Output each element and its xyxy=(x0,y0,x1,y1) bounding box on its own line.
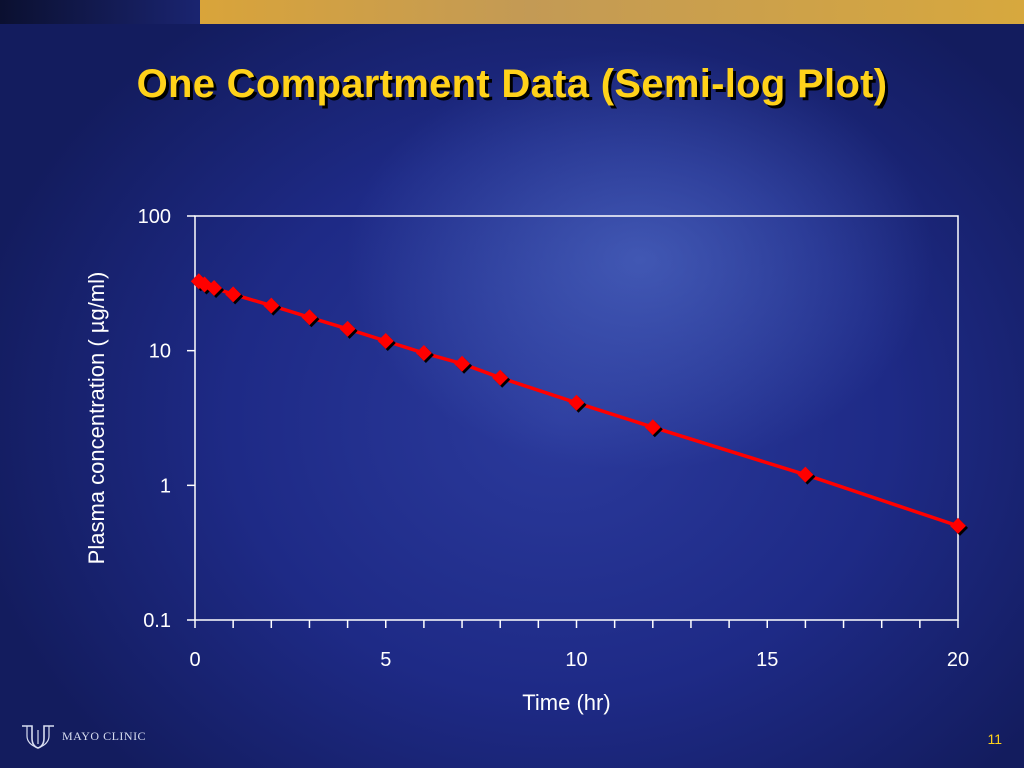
mayo-shield-icon xyxy=(22,725,54,749)
y-tick-label: 0.1 xyxy=(143,610,171,632)
data-point xyxy=(339,320,356,337)
data-point xyxy=(377,332,394,349)
x-tick-label: 20 xyxy=(947,649,969,671)
data-point xyxy=(263,297,280,314)
x-tick-label: 5 xyxy=(380,649,391,671)
mayo-clinic-logo: MAYO CLINIC xyxy=(20,722,146,750)
logo-text: MAYO CLINIC xyxy=(62,728,147,743)
plot-area-frame xyxy=(194,215,959,621)
y-tick-label: 10 xyxy=(149,341,171,363)
x-tick-label: 10 xyxy=(565,649,587,671)
x-tick-label: 15 xyxy=(756,649,778,671)
data-point xyxy=(797,466,814,483)
data-point xyxy=(454,355,471,372)
data-point xyxy=(206,279,223,296)
data-point xyxy=(644,419,661,436)
data-point xyxy=(492,369,509,386)
top-accent-bar xyxy=(200,0,1024,24)
data-point xyxy=(568,394,585,411)
data-point xyxy=(225,286,242,303)
data-point xyxy=(415,345,432,362)
data-point xyxy=(950,517,966,534)
page-number: 11 xyxy=(987,731,1002,747)
slide-title: One Compartment Data (Semi-log Plot) xyxy=(136,62,888,106)
y-axis-label: Plasma concentration ( µg/ml) xyxy=(84,272,109,565)
y-tick-label: 1 xyxy=(160,475,171,497)
x-tick-label: 0 xyxy=(189,649,200,671)
x-axis-label: Time (hr) xyxy=(522,690,610,715)
y-tick-label: 100 xyxy=(138,206,171,228)
top-bar-left xyxy=(0,0,200,24)
data-point xyxy=(301,309,318,326)
